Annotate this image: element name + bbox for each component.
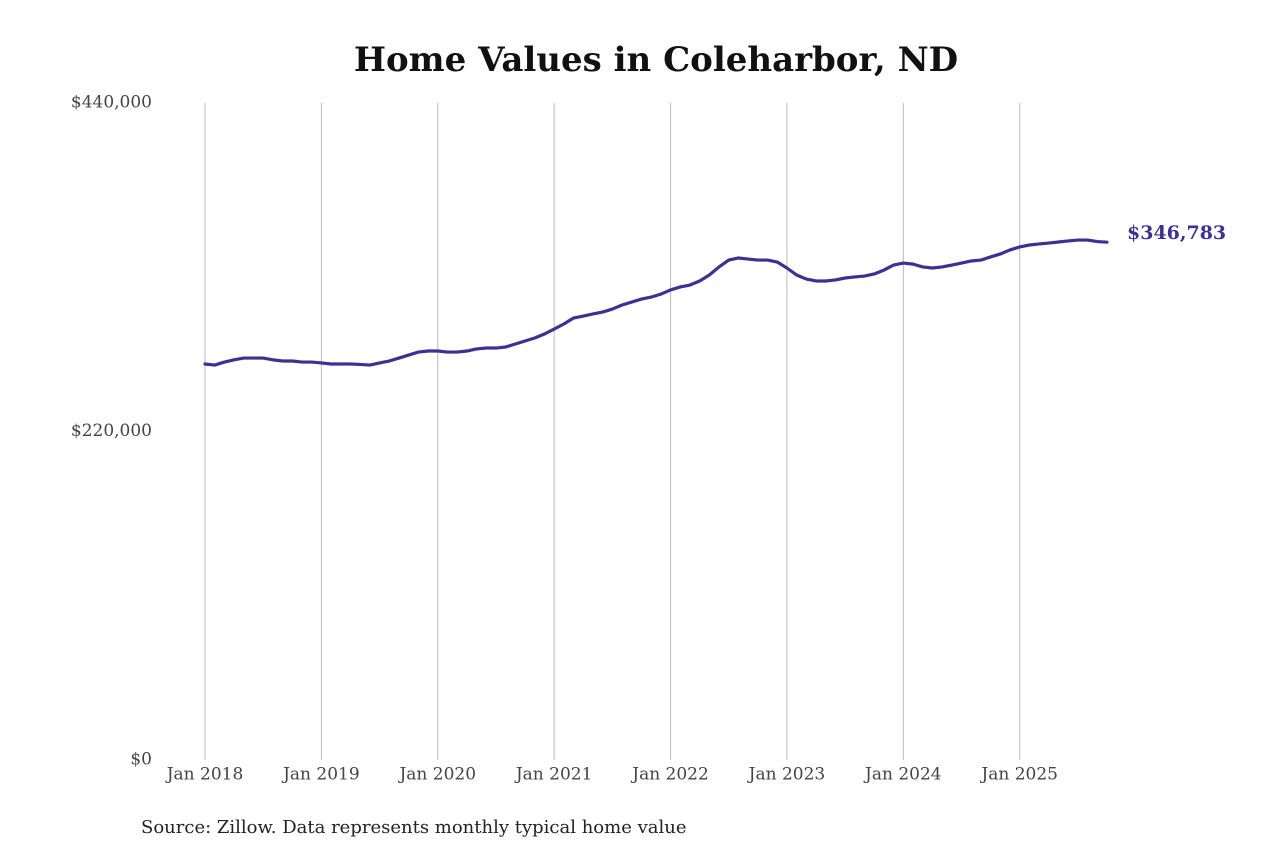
x-tick-label: Jan 2021 (514, 765, 593, 785)
data-line (203, 238, 1109, 367)
value-label: $346,783 (1127, 222, 1226, 244)
x-tick-label: Jan 2022 (630, 765, 709, 785)
x-tick-label: Jan 2025 (979, 765, 1058, 785)
y-tick-label: $220,000 (71, 421, 152, 441)
source-note: Source: Zillow. Data represents monthly … (141, 817, 687, 838)
x-tick-label: Jan 2019 (281, 765, 360, 785)
y-tick-label: $440,000 (71, 93, 152, 113)
chart-title: Home Values in Coleharbor, ND (354, 40, 958, 80)
y-tick-label: $0 (130, 750, 152, 770)
x-tick-label: Jan 2024 (863, 765, 942, 785)
x-tick-label: Jan 2020 (397, 765, 476, 785)
x-tick-label: Jan 2018 (165, 765, 244, 785)
x-tick-label: Jan 2023 (747, 765, 826, 785)
